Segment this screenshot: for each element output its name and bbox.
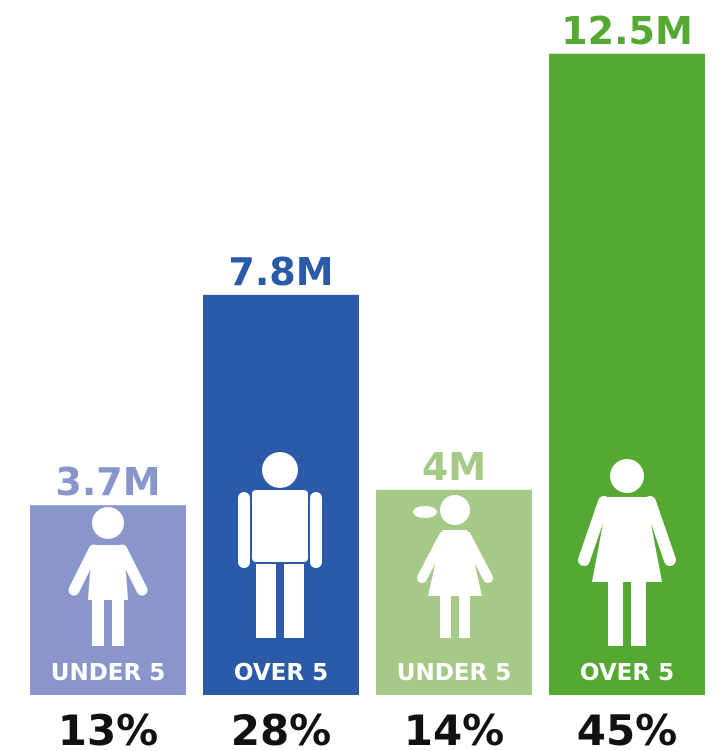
percentage-label: 13% [58,706,159,751]
icon-girl [413,495,493,638]
bar [549,53,705,695]
icon-man [238,452,322,638]
icon-boy [68,507,148,646]
percentage-label: 14% [404,706,505,751]
category-label: OVER 5 [580,660,674,686]
category-label: UNDER 5 [51,660,165,686]
category-label: UNDER 5 [397,660,511,686]
value-label: 3.7M [55,460,160,504]
value-label: 7.8M [228,250,333,294]
value-label: 4M [422,445,486,489]
category-label: OVER 5 [234,660,328,686]
icon-woman [578,459,676,646]
bars [30,53,705,695]
value-label: 12.5M [561,9,693,53]
percentage-label: 45% [577,706,678,751]
percentage-label: 28% [231,706,332,751]
